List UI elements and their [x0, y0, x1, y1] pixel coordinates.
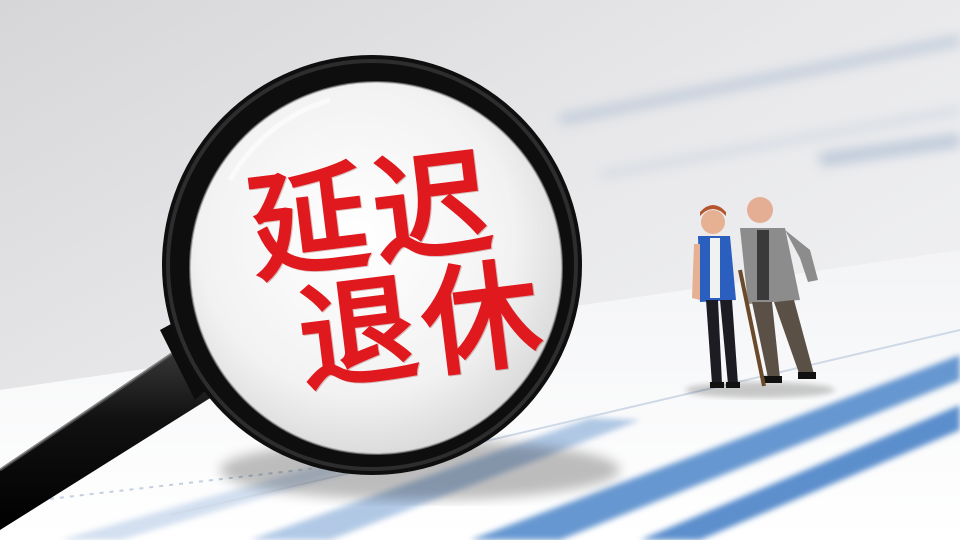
- figurine-woman: [692, 205, 740, 388]
- lens-text-line-2: 退休: [290, 242, 554, 411]
- elderly-couple-figurines: [685, 197, 835, 398]
- magnifying-glass-icon: [162, 55, 582, 475]
- figurine-man: [738, 197, 818, 387]
- blurred-chart-lines: [559, 35, 960, 178]
